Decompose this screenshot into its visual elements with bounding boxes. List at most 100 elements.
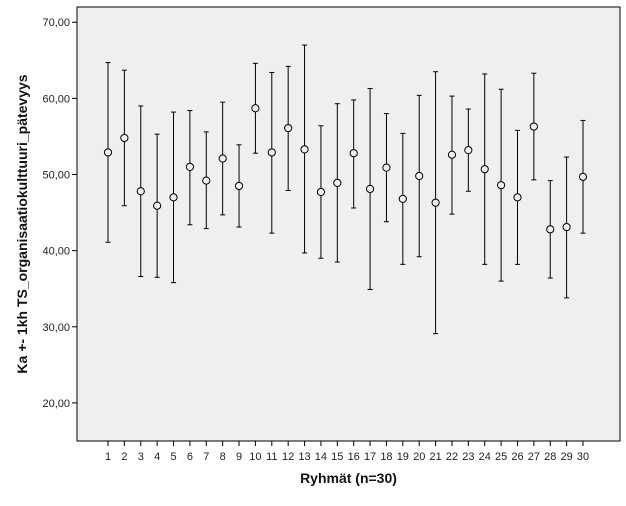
mean-point xyxy=(136,187,145,196)
mean-point xyxy=(365,184,375,194)
plot-area xyxy=(76,6,621,442)
error-bar-group-8 xyxy=(218,101,227,216)
y-axis-title: Ka +- 1kh TS_organisaatiokulttuuri_pätev… xyxy=(14,74,30,373)
x-tick-label: 24 xyxy=(479,451,491,463)
y-tick-label: 60,00 xyxy=(42,93,70,105)
mean-point xyxy=(300,145,309,154)
error-bar-group-9 xyxy=(234,144,244,228)
error-bar-group-21 xyxy=(431,71,440,335)
x-tick-label: 11 xyxy=(266,451,277,463)
mean-point xyxy=(398,194,407,203)
error-bar-group-7 xyxy=(202,131,211,230)
error-bar-group-30 xyxy=(578,119,588,234)
error-bar-group-20 xyxy=(415,94,424,258)
mean-point xyxy=(546,225,555,234)
y-tick-label: 20,00 xyxy=(42,398,70,410)
x-tick-label: 18 xyxy=(380,451,392,463)
y-tick-label: 40,00 xyxy=(42,246,70,258)
mean-point xyxy=(562,222,571,232)
error-bar-group-28 xyxy=(546,180,555,279)
error-bar-group-18 xyxy=(382,113,391,223)
error-bar-group-4 xyxy=(153,133,162,278)
error-bar-group-1 xyxy=(103,62,113,243)
mean-point xyxy=(529,122,538,131)
y-tick-label: 50,00 xyxy=(42,170,70,182)
x-tick-label: 13 xyxy=(298,451,310,463)
x-tick-label: 12 xyxy=(282,451,294,463)
mean-point xyxy=(267,148,276,157)
x-tick-label: 7 xyxy=(203,451,209,463)
error-bar-group-26 xyxy=(513,129,522,265)
error-bar-group-3 xyxy=(136,105,145,278)
error-bar-group-11 xyxy=(267,71,276,234)
error-bar-group-19 xyxy=(398,132,407,265)
error-bar-group-24 xyxy=(480,73,489,265)
x-tick-label: 1 xyxy=(105,451,111,463)
y-tick-label: 70,00 xyxy=(42,17,70,29)
mean-point xyxy=(447,150,457,159)
x-tick-label: 10 xyxy=(249,451,261,463)
x-tick-label: 20 xyxy=(413,451,425,463)
x-tick-label: 3 xyxy=(138,451,144,463)
error-bar-group-16 xyxy=(349,99,358,209)
y-axis: 20,00 30,00 40,00 50,00 60,00 70,00 xyxy=(42,17,77,410)
x-tick-label: 15 xyxy=(331,451,343,463)
mean-point xyxy=(382,163,391,172)
x-tick-label: 4 xyxy=(154,451,160,463)
mean-point xyxy=(153,201,162,210)
error-bar-group-2 xyxy=(120,69,129,207)
mean-point xyxy=(415,171,424,181)
x-tick-label: 9 xyxy=(236,451,242,463)
mean-point xyxy=(464,146,473,155)
mean-point xyxy=(103,148,113,157)
error-bar-group-5 xyxy=(169,111,178,284)
mean-point xyxy=(284,123,293,133)
data-marks xyxy=(103,44,588,335)
error-bar-group-13 xyxy=(300,44,309,254)
y-tick-label: 30,00 xyxy=(42,322,70,334)
x-tick-label: 30 xyxy=(577,451,589,463)
mean-point xyxy=(349,149,358,158)
x-tick-label: 27 xyxy=(528,451,540,463)
x-tick-label: 8 xyxy=(220,451,226,463)
x-axis: 1 2 3 4 5 6 7 8 9 10 11 12 13 14 15 16 17 18 19 20 21 22 23 24 2… xyxy=(105,441,589,463)
x-tick-label: 23 xyxy=(462,451,474,463)
error-bar-group-15 xyxy=(333,103,342,263)
x-tick-label: 2 xyxy=(121,451,127,463)
error-bar-group-29 xyxy=(562,156,571,299)
x-tick-label: 17 xyxy=(364,451,376,463)
error-bar-group-6 xyxy=(185,110,194,226)
mean-point xyxy=(578,172,588,181)
error-bar-group-27 xyxy=(529,72,538,181)
error-bar-group-17 xyxy=(365,87,375,290)
x-axis-title: Ryhmät (n=30) xyxy=(300,470,397,486)
x-tick-label: 22 xyxy=(446,451,458,463)
mean-point xyxy=(185,162,194,171)
x-tick-label: 28 xyxy=(544,451,556,463)
mean-point xyxy=(497,181,506,190)
x-tick-label: 25 xyxy=(495,451,507,463)
x-tick-label: 29 xyxy=(560,451,572,463)
mean-point xyxy=(120,133,129,143)
x-tick-label: 19 xyxy=(397,451,409,463)
x-tick-label: 6 xyxy=(187,451,193,463)
mean-point xyxy=(513,193,522,202)
error-bar-group-22 xyxy=(447,95,457,215)
x-tick-label: 21 xyxy=(429,451,441,463)
x-tick-label: 14 xyxy=(315,451,327,463)
error-bar-group-12 xyxy=(284,65,293,191)
mean-point xyxy=(169,193,178,202)
x-tick-label: 5 xyxy=(170,451,176,463)
mean-point xyxy=(202,176,211,185)
x-tick-label: 16 xyxy=(348,451,360,463)
mean-point xyxy=(316,187,326,197)
error-bar-group-10 xyxy=(251,62,260,154)
error-bar-group-23 xyxy=(464,108,473,192)
mean-point xyxy=(251,104,260,113)
error-bar-group-14 xyxy=(316,125,326,259)
mean-point xyxy=(333,178,342,187)
mean-point xyxy=(218,154,227,163)
mean-point xyxy=(480,165,489,174)
